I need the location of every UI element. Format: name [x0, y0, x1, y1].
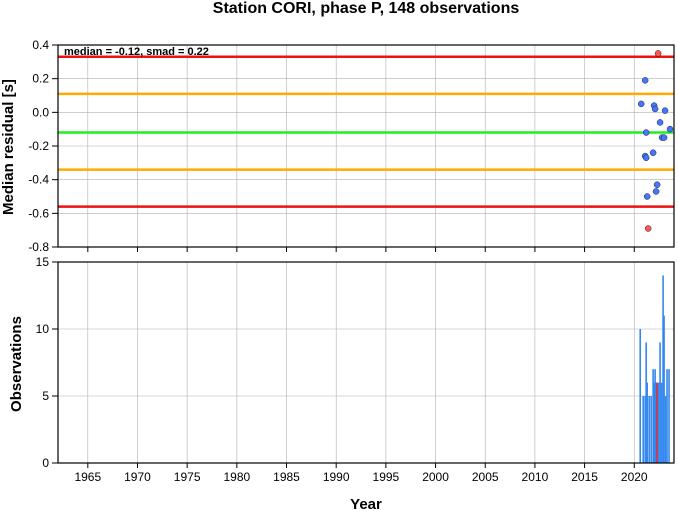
- observation-bar: [659, 342, 661, 463]
- top-y-tick-label: 0.2: [32, 72, 49, 86]
- residual-point: [666, 125, 674, 133]
- observation-bar: [648, 396, 650, 463]
- x-tick-label: 1965: [74, 470, 101, 484]
- bottom-y-axis-label: Observations: [8, 316, 25, 412]
- observation-bar: [660, 382, 663, 463]
- observation-bar: [662, 275, 664, 463]
- top-y-tick-label: -0.4: [28, 173, 49, 187]
- observations-panel: 15 10 5 0 1965 1970 1975 1980 1985 1990 1995 2000 20…: [36, 255, 675, 484]
- observation-bar: [655, 382, 657, 463]
- residual-point: [643, 193, 651, 200]
- x-axis-label: Year: [350, 496, 382, 511]
- x-tick-label: 1975: [174, 470, 201, 484]
- x-tick-label: 1970: [124, 470, 151, 484]
- x-tick-label: 2015: [571, 470, 598, 484]
- top-y-tick-label: -0.6: [28, 206, 49, 220]
- residual-point: [660, 134, 668, 141]
- observation-bar: [656, 382, 658, 463]
- observation-bar: [642, 396, 644, 463]
- observation-bar: [644, 396, 646, 463]
- x-tick-label: 1980: [223, 470, 250, 484]
- observation-bar: [639, 329, 642, 463]
- bottom-y-tick-label: 15: [36, 255, 50, 269]
- top-y-tick-label: 0.0: [32, 105, 49, 119]
- observation-bar: [657, 382, 660, 463]
- bottom-plot-frame: [57, 261, 675, 464]
- observation-bar: [646, 382, 648, 463]
- residual-point: [653, 181, 661, 188]
- residual-point: [637, 100, 645, 108]
- residual-point: [642, 154, 650, 162]
- x-tick-label: 2005: [472, 470, 499, 484]
- residual-point: [654, 50, 662, 57]
- x-tick-label: 2010: [522, 470, 549, 484]
- residual-point: [644, 225, 652, 232]
- observation-bar: [666, 369, 668, 463]
- residual-point: [651, 105, 659, 113]
- top-y-axis-label: Median residual [s]: [0, 79, 17, 215]
- observation-bar: [668, 369, 670, 463]
- observation-bar: [654, 369, 656, 463]
- residual-point: [661, 107, 669, 114]
- x-tick-label: 1985: [273, 470, 300, 484]
- residual-panel: 0.4 0.2 0.0 -0.2 -0.4 -0.6 -0.8 median = -0.12,…: [28, 38, 675, 254]
- observation-bar: [652, 369, 654, 463]
- observation-bar: [653, 382, 655, 463]
- observation-bar: [664, 396, 667, 463]
- top-y-tick-label: 0.4: [32, 38, 49, 52]
- x-tick-label: 1995: [373, 470, 400, 484]
- bottom-y-tick-label: 5: [42, 389, 49, 403]
- x-tick-label: 2020: [621, 470, 648, 484]
- residual-point: [649, 149, 657, 156]
- x-tick-label: 1990: [323, 470, 350, 484]
- stats-annotation: median = -0.12, smad = 0.22: [64, 46, 209, 58]
- observation-bar: [663, 315, 665, 463]
- x-tick-label: 2000: [422, 470, 449, 484]
- residual-point: [642, 129, 650, 136]
- top-y-tick-label: -0.8: [28, 240, 49, 254]
- residual-point: [656, 119, 664, 126]
- observation-bar: [645, 342, 647, 463]
- top-y-tick-label: -0.2: [28, 139, 49, 153]
- chart-title: Station CORI, phase P, 148 observations: [213, 0, 520, 17]
- observation-bar: [650, 396, 652, 463]
- residual-point: [652, 188, 660, 195]
- bottom-y-tick-label: 10: [36, 322, 50, 336]
- bottom-y-tick-label: 0: [42, 456, 49, 470]
- residual-point: [641, 77, 649, 84]
